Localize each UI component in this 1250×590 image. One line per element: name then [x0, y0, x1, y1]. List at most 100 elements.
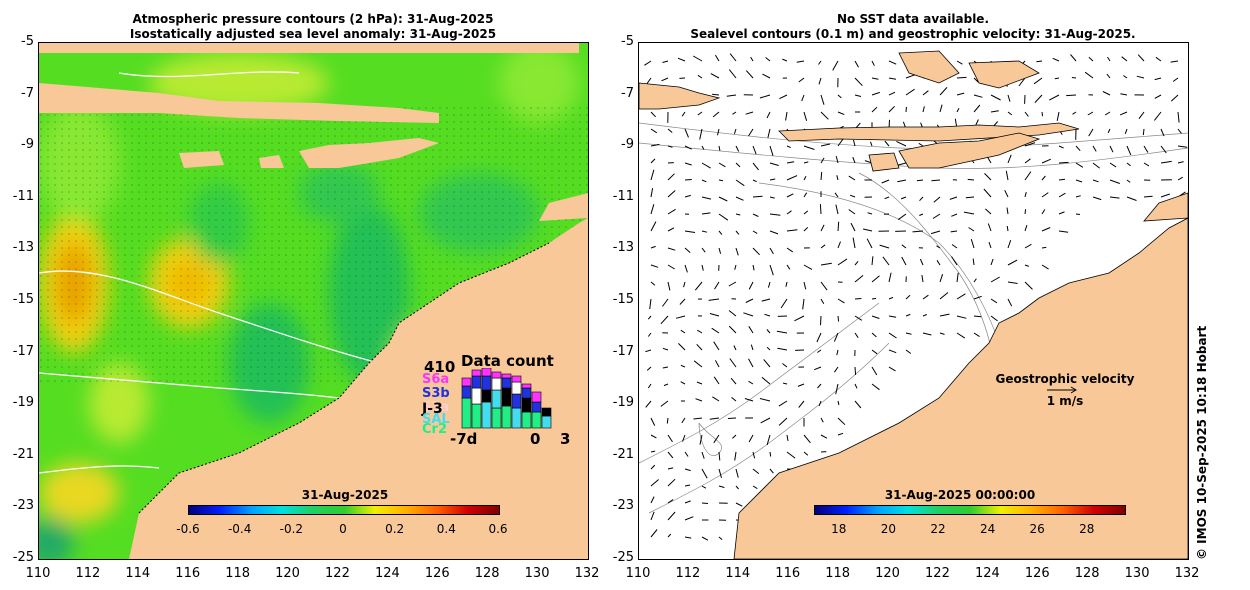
velocity-arrow	[786, 175, 798, 181]
velocity-arrow	[1172, 77, 1179, 82]
velocity-arrow	[1107, 128, 1111, 134]
velocity-arrow	[852, 156, 856, 164]
velocity-arrow	[836, 349, 839, 356]
velocity-arrow	[871, 256, 874, 266]
velocity-arrow	[764, 313, 771, 317]
velocity-arrow	[701, 247, 706, 253]
velocity-arrow	[712, 93, 720, 96]
velocity-arrow	[1143, 145, 1149, 153]
velocity-arrow	[1018, 77, 1026, 87]
velocity-arrow	[718, 179, 724, 182]
velocity-arrow	[1124, 128, 1128, 134]
velocity-arrow	[835, 383, 839, 395]
velocity-arrow	[1041, 192, 1049, 198]
velocity-arrow	[752, 179, 757, 183]
velocity-arrow	[752, 247, 760, 256]
velocity-arrow	[854, 94, 862, 97]
velocity-arrow	[713, 376, 720, 385]
velocity-arrow	[680, 364, 686, 368]
velocity-arrow	[983, 188, 992, 198]
velocity-arrow	[987, 223, 992, 232]
velocity-arrow	[905, 349, 912, 354]
left-y-tick: -25	[12, 550, 34, 565]
velocity-arrow	[888, 77, 897, 80]
velocity-arrow	[684, 230, 696, 233]
velocity-arrow	[680, 329, 686, 334]
velocity-arrow	[1121, 56, 1128, 62]
velocity-arrow	[912, 230, 924, 233]
left-title-line1: Atmospheric pressure contours (2 hPa): 3…	[132, 12, 494, 26]
land-areas	[39, 43, 588, 559]
velocity-arrow	[1007, 154, 1012, 164]
velocity-arrow	[968, 227, 975, 232]
left-x-tick: 116	[175, 566, 201, 581]
data-count-bars	[461, 368, 552, 429]
velocity-arrow	[820, 417, 824, 423]
velocity-arrow	[837, 258, 848, 266]
velocity-arrow	[701, 212, 711, 215]
velocity-arrow	[667, 281, 671, 291]
velocity-arrow	[1058, 161, 1069, 164]
velocity-arrow	[1106, 73, 1111, 79]
velocity-arrow	[695, 398, 703, 402]
velocity-arrow	[769, 247, 774, 255]
velocity-arrow	[682, 434, 686, 442]
velocity-arrow	[733, 128, 737, 135]
velocity-arrow	[718, 145, 721, 151]
velocity-arrow	[786, 264, 791, 270]
sat-label-j3: J-3	[422, 401, 443, 417]
velocity-arrow	[785, 281, 788, 287]
velocity-arrow	[650, 434, 657, 439]
velocity-arrow	[896, 140, 907, 147]
right-x-tick: 122	[925, 566, 950, 581]
velocity-arrow	[763, 359, 771, 368]
left-y-tick: -15	[12, 292, 34, 307]
velocity-arrow	[662, 366, 669, 369]
velocity-arrow	[684, 247, 691, 253]
velocity-arrow	[712, 111, 720, 118]
velocity-arrow	[767, 281, 771, 288]
velocity-arrow	[820, 111, 829, 120]
velocity-arrow	[681, 417, 686, 424]
velocity-arrow	[1036, 60, 1043, 63]
velocity-arrow	[734, 451, 737, 461]
left-y-tick: -23	[12, 498, 34, 514]
velocity-arrow	[735, 502, 743, 507]
velocity-arrow	[701, 485, 707, 489]
velocity-arrow	[820, 262, 832, 266]
velocity-arrow	[733, 345, 737, 351]
velocity-arrow	[833, 366, 839, 373]
left-y-tick: -7	[21, 85, 34, 101]
velocity-arrow	[852, 237, 856, 249]
velocity-arrow	[888, 349, 897, 354]
velocity-arrow	[748, 380, 754, 385]
velocity-arrow	[921, 275, 924, 283]
velocity-arrow	[752, 468, 760, 474]
velocity-arrow	[1007, 239, 1012, 249]
velocity-arrow	[820, 94, 825, 105]
velocity-arrow	[1075, 213, 1081, 215]
velocity-arrow	[729, 358, 737, 368]
left-x-tick: 118	[225, 566, 251, 581]
sea-level-anomaly-map[interactable]	[38, 42, 589, 560]
geostrophic-velocity-map[interactable]	[638, 42, 1189, 560]
velocity-arrow	[1024, 171, 1032, 181]
velocity-arrow	[922, 106, 925, 113]
velocity-arrow	[718, 468, 722, 479]
velocity-arrow	[835, 204, 839, 215]
velocity-arrow	[660, 315, 669, 325]
velocity-arrow	[963, 211, 975, 215]
left-y-tick: -11	[12, 188, 34, 204]
velocity-arrow	[820, 143, 831, 147]
velocity-arrow	[1092, 162, 1101, 169]
velocity-arrow	[854, 315, 863, 321]
left-x-tick: 132	[574, 566, 600, 581]
velocity-arrow	[735, 485, 739, 490]
velocity-arrow	[956, 60, 963, 65]
velocity-arrow	[732, 111, 737, 115]
velocity-arrow	[786, 434, 789, 441]
velocity-arrow	[776, 330, 788, 334]
velocity-arrow	[854, 332, 859, 338]
velocity-arrow	[956, 272, 959, 283]
velocity-arrow	[661, 298, 669, 307]
